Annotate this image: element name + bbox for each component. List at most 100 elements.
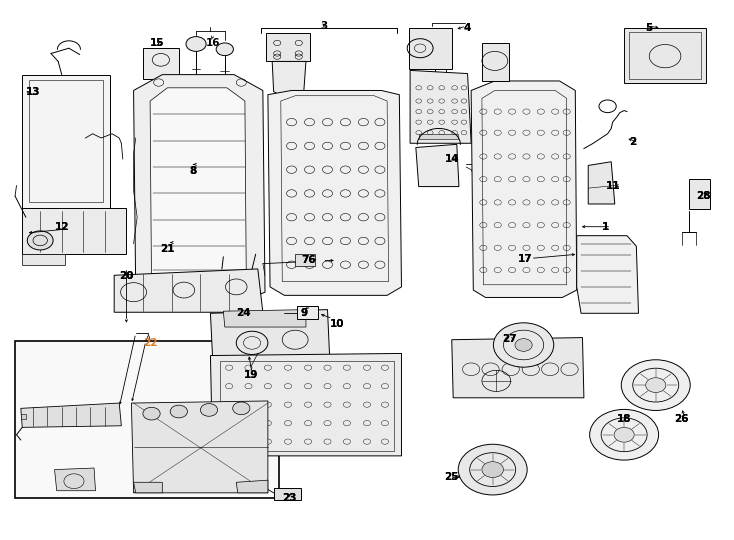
Bar [219, 361, 393, 450]
Polygon shape [688, 179, 711, 210]
Text: 20: 20 [119, 271, 134, 281]
Bar [178, 181, 189, 186]
Polygon shape [451, 338, 584, 398]
Circle shape [210, 280, 230, 294]
Text: 2: 2 [629, 137, 636, 147]
Text: 4: 4 [464, 23, 471, 33]
Polygon shape [134, 482, 162, 493]
Text: 27: 27 [502, 334, 517, 343]
Bar [295, 254, 316, 266]
Circle shape [589, 409, 658, 460]
Bar [274, 488, 301, 500]
Text: 12: 12 [54, 222, 69, 232]
Text: 26: 26 [675, 414, 688, 424]
Text: 16: 16 [206, 38, 219, 48]
Text: 28: 28 [696, 191, 711, 201]
Text: 21: 21 [160, 244, 175, 254]
Bar [297, 306, 318, 319]
Polygon shape [577, 235, 639, 313]
Text: 8: 8 [189, 166, 197, 176]
Text: 11: 11 [606, 180, 620, 191]
Circle shape [621, 360, 690, 410]
Circle shape [515, 339, 532, 352]
Polygon shape [131, 401, 268, 493]
Polygon shape [482, 43, 509, 81]
Polygon shape [211, 309, 330, 357]
Circle shape [233, 402, 250, 415]
Text: 3: 3 [320, 21, 327, 31]
Text: 4: 4 [464, 23, 471, 33]
Polygon shape [150, 88, 247, 294]
Polygon shape [211, 354, 401, 456]
Polygon shape [134, 75, 265, 301]
Text: 24: 24 [236, 308, 251, 318]
Circle shape [646, 377, 666, 393]
Bar [178, 166, 189, 172]
Text: 14: 14 [445, 154, 459, 164]
Polygon shape [236, 480, 268, 493]
Polygon shape [409, 28, 451, 69]
Text: 11: 11 [606, 180, 620, 191]
Text: 17: 17 [517, 254, 532, 265]
Circle shape [482, 462, 504, 477]
Text: 19: 19 [244, 369, 258, 380]
Polygon shape [177, 165, 227, 192]
Polygon shape [177, 158, 227, 165]
Text: 23: 23 [282, 493, 297, 503]
Polygon shape [21, 414, 26, 419]
Circle shape [458, 444, 527, 495]
Bar [15, 341, 280, 498]
Text: 14: 14 [445, 154, 459, 164]
Polygon shape [410, 70, 471, 143]
Bar [418, 134, 458, 139]
Polygon shape [272, 62, 306, 97]
Circle shape [143, 407, 160, 420]
Text: 28: 28 [696, 191, 711, 201]
Text: 13: 13 [26, 86, 40, 97]
Text: 22: 22 [143, 338, 157, 348]
Text: 18: 18 [617, 414, 631, 424]
Text: 18: 18 [617, 414, 631, 424]
Text: 25: 25 [445, 472, 459, 482]
Text: 25: 25 [445, 472, 459, 482]
Polygon shape [266, 33, 310, 62]
Text: 8: 8 [189, 166, 197, 176]
Text: 76: 76 [301, 255, 316, 266]
Text: 15: 15 [150, 38, 164, 48]
Text: 19: 19 [244, 369, 258, 380]
Text: 9: 9 [300, 308, 308, 318]
Polygon shape [223, 309, 306, 327]
Text: 20: 20 [119, 271, 134, 281]
Text: 10: 10 [330, 319, 344, 329]
Circle shape [27, 231, 53, 250]
Bar [178, 174, 189, 179]
Text: 9: 9 [300, 308, 308, 318]
Text: 17: 17 [517, 254, 532, 265]
Polygon shape [143, 48, 179, 79]
Polygon shape [54, 468, 95, 491]
Text: 15: 15 [150, 38, 164, 48]
Polygon shape [115, 269, 263, 312]
Circle shape [217, 43, 233, 56]
Polygon shape [22, 254, 65, 265]
Circle shape [493, 323, 553, 367]
Text: 5: 5 [645, 23, 653, 33]
Text: 1: 1 [602, 222, 609, 232]
Circle shape [186, 37, 206, 51]
Polygon shape [471, 81, 577, 298]
Text: 76: 76 [301, 255, 316, 266]
Circle shape [614, 427, 634, 442]
Text: 10: 10 [330, 319, 344, 329]
Polygon shape [588, 162, 615, 204]
Text: 2: 2 [629, 137, 636, 147]
Polygon shape [22, 208, 126, 254]
Polygon shape [624, 28, 706, 83]
Circle shape [167, 280, 186, 294]
Text: 23: 23 [282, 493, 297, 503]
Text: 21: 21 [160, 244, 175, 254]
Polygon shape [268, 91, 401, 295]
Text: 26: 26 [675, 414, 688, 424]
Polygon shape [21, 403, 121, 427]
Text: 27: 27 [502, 334, 517, 343]
Circle shape [170, 405, 187, 418]
